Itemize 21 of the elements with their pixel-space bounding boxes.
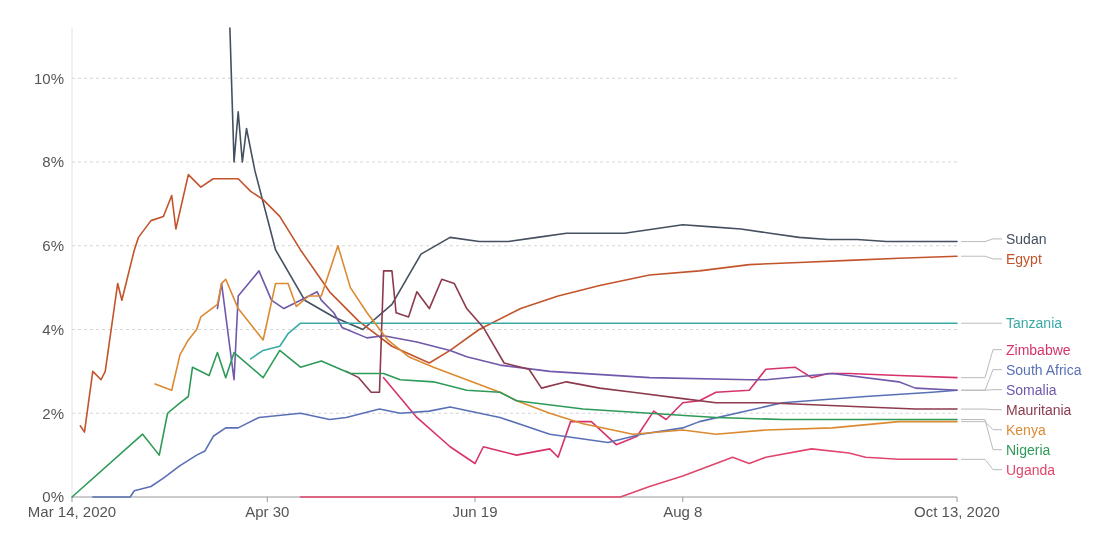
x-tick-label: Aug 8: [663, 503, 703, 520]
y-tick-label: 4%: [42, 320, 64, 338]
text: South Africa: [1006, 361, 1082, 378]
text: Tanzania: [1006, 315, 1063, 332]
text: Egypt: [1006, 250, 1042, 267]
text: Zimbabwe: [1006, 341, 1071, 358]
y-tick-label: 2%: [42, 404, 64, 422]
text: Nigeria: [1006, 441, 1051, 458]
x-tick-label: Mar 14, 2020: [27, 503, 117, 520]
y-tick-label: 10%: [33, 69, 64, 87]
text: Sudan: [1006, 230, 1047, 247]
text: Uganda: [1006, 461, 1056, 478]
text: Somalia: [1006, 381, 1057, 398]
x-tick-label: Jun 19: [452, 503, 498, 520]
y-tick-label: 8%: [42, 153, 64, 171]
x-tick-label: Apr 30: [245, 503, 290, 520]
y-tick-label: 0%: [42, 488, 64, 506]
y-tick-label: 6%: [42, 237, 64, 254]
x-tick-label: Oct 13, 2020: [914, 503, 1000, 520]
text: Mauritania: [1006, 401, 1072, 418]
text: Kenya: [1006, 421, 1046, 438]
